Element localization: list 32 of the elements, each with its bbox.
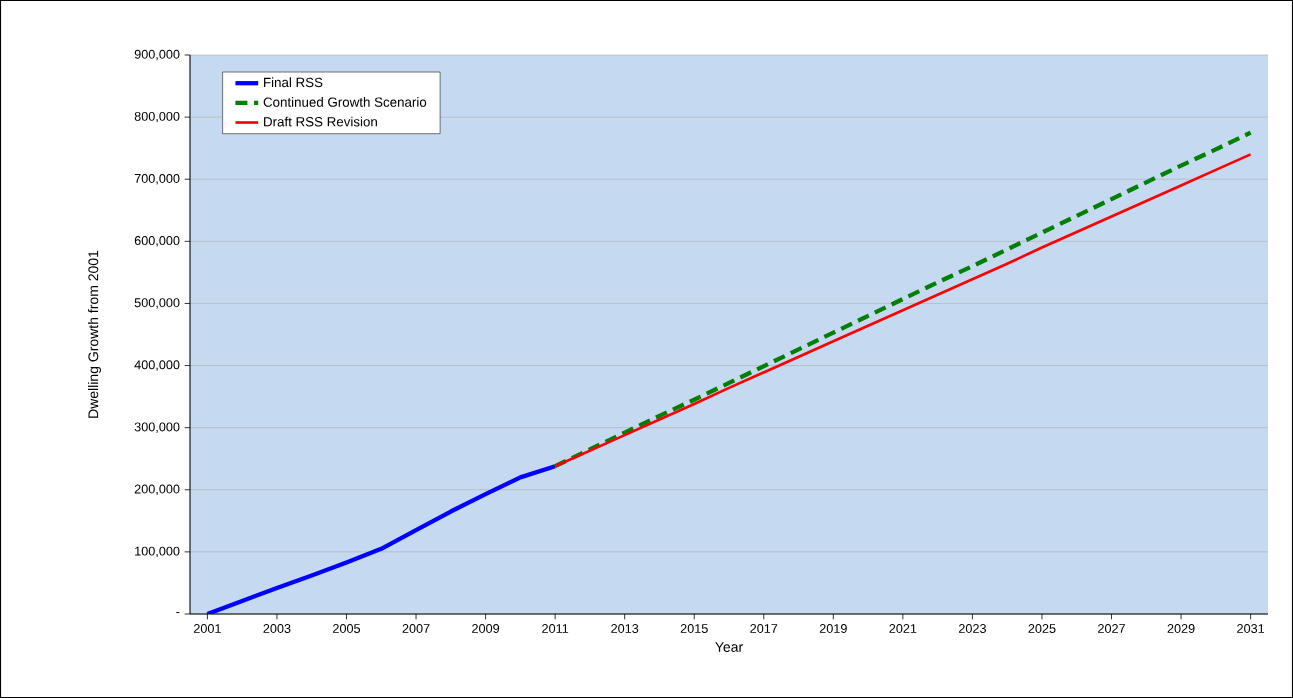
y-tick-label: 800,000 xyxy=(134,111,180,123)
line-series xyxy=(205,464,558,614)
legend-label: Draft RSS Revision xyxy=(264,116,377,127)
y-tick-label: 600,000 xyxy=(134,236,180,247)
x-tick-label: 2027 xyxy=(1098,624,1125,633)
x-tick-label: 2017 xyxy=(750,624,778,633)
x-axis-title: Year xyxy=(715,642,743,652)
x-tick-label: 2015 xyxy=(680,624,708,633)
x-tick-label: 2011 xyxy=(542,624,569,633)
x-tick-label: 2005 xyxy=(333,624,361,633)
y-tick-label: 500,000 xyxy=(134,298,180,309)
y-tick-label: 900,000 xyxy=(134,49,180,61)
legend-label: Continued Growth Scenario xyxy=(263,97,427,107)
x-tick-label: 2003 xyxy=(263,624,291,633)
x-tick-label: 2031 xyxy=(1237,624,1265,633)
x-tick-label: 2009 xyxy=(472,624,500,633)
x-tick-label: 2001 xyxy=(193,624,221,633)
legend-label: Final RSS xyxy=(264,77,323,88)
x-tick-label: 2019 xyxy=(819,624,847,633)
x-tick-label: 2013 xyxy=(611,624,639,633)
x-tick-label: 2023 xyxy=(958,624,986,633)
y-tick-label: - xyxy=(176,612,180,614)
y-tick-label: 400,000 xyxy=(134,360,180,371)
y-tick-label: 200,000 xyxy=(134,484,180,496)
x-tick-label: 2029 xyxy=(1167,624,1195,633)
y-tick-label: 100,000 xyxy=(135,546,180,558)
x-tick-label: 2007 xyxy=(402,624,430,633)
y-axis-title: Dwelling Growth from 2001 xyxy=(87,250,102,418)
y-tick-label: 300,000 xyxy=(134,422,180,433)
x-tick-label: 2025 xyxy=(1028,624,1056,633)
x-tick-label: 2021 xyxy=(889,624,917,633)
y-tick-label: 700,000 xyxy=(134,173,180,185)
